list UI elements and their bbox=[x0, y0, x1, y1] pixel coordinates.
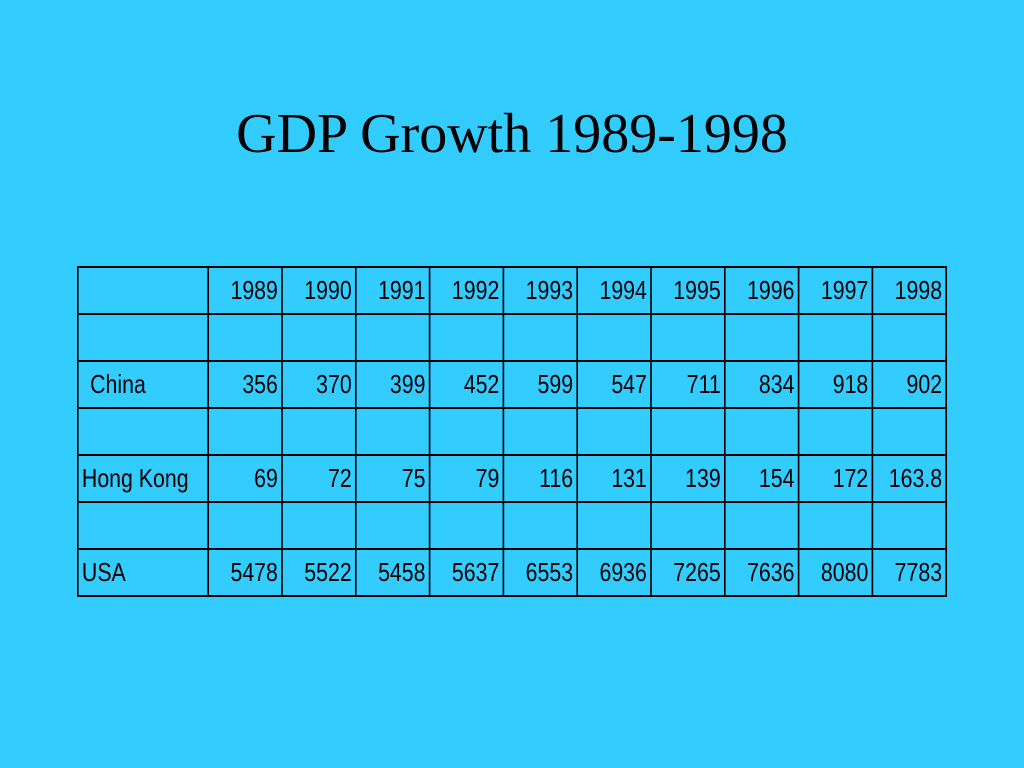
empty-cell bbox=[502, 501, 579, 550]
row-label-china: China bbox=[76, 360, 210, 409]
value-cell: 7265 bbox=[650, 548, 726, 597]
value-cell: 8080 bbox=[797, 548, 874, 597]
value-cell: 5478 bbox=[207, 548, 283, 597]
year-header: 1994 bbox=[576, 266, 652, 315]
value-cell: 172 bbox=[797, 454, 874, 503]
empty-cell bbox=[428, 407, 505, 456]
value-cell: 902 bbox=[871, 360, 948, 409]
empty-cell bbox=[428, 501, 505, 550]
empty-cell bbox=[76, 313, 210, 362]
year-header: 1993 bbox=[502, 266, 579, 315]
empty-cell bbox=[797, 501, 874, 550]
value-cell: 399 bbox=[354, 360, 431, 409]
value-cell: 547 bbox=[576, 360, 652, 409]
header-row: 1989 1990 1991 1992 1993 1994 1995 1996 … bbox=[76, 266, 948, 315]
row-hong-kong: Hong Kong 69 72 75 79 116 131 139 154 17… bbox=[76, 454, 948, 503]
value-cell: 6553 bbox=[502, 548, 579, 597]
value-cell: 7783 bbox=[871, 548, 948, 597]
value-cell: 79 bbox=[428, 454, 505, 503]
spacer-row bbox=[76, 313, 948, 362]
value-cell: 163.8 bbox=[871, 454, 948, 503]
spacer-row bbox=[76, 407, 948, 456]
empty-cell bbox=[871, 313, 948, 362]
year-header: 1995 bbox=[650, 266, 726, 315]
value-cell: 5637 bbox=[428, 548, 505, 597]
empty-cell bbox=[723, 501, 800, 550]
row-usa: USA 5478 5522 5458 5637 6553 6936 7265 7… bbox=[76, 548, 948, 597]
empty-cell bbox=[502, 407, 579, 456]
empty-cell bbox=[207, 313, 283, 362]
value-cell: 7636 bbox=[723, 548, 800, 597]
value-cell: 75 bbox=[354, 454, 431, 503]
year-header: 1992 bbox=[428, 266, 505, 315]
corner-cell bbox=[76, 266, 210, 315]
row-label-usa: USA bbox=[76, 548, 210, 597]
value-cell: 116 bbox=[502, 454, 579, 503]
empty-cell bbox=[797, 407, 874, 456]
value-cell: 154 bbox=[723, 454, 800, 503]
row-china: China 356 370 399 452 599 547 711 834 91… bbox=[76, 360, 948, 409]
empty-cell bbox=[207, 501, 283, 550]
value-cell: 834 bbox=[723, 360, 800, 409]
value-cell: 131 bbox=[576, 454, 652, 503]
year-header: 1996 bbox=[723, 266, 800, 315]
empty-cell bbox=[354, 501, 431, 550]
empty-cell bbox=[871, 501, 948, 550]
empty-cell bbox=[576, 501, 652, 550]
empty-cell bbox=[723, 313, 800, 362]
empty-cell bbox=[650, 313, 726, 362]
spacer-row bbox=[76, 501, 948, 550]
empty-cell bbox=[76, 407, 210, 456]
value-cell: 370 bbox=[281, 360, 357, 409]
empty-cell bbox=[576, 407, 652, 456]
value-cell: 599 bbox=[502, 360, 579, 409]
year-header: 1997 bbox=[797, 266, 874, 315]
value-cell: 711 bbox=[650, 360, 726, 409]
empty-cell bbox=[281, 501, 357, 550]
empty-cell bbox=[76, 501, 210, 550]
empty-cell bbox=[354, 313, 431, 362]
empty-cell bbox=[871, 407, 948, 456]
value-cell: 5522 bbox=[281, 548, 357, 597]
empty-cell bbox=[502, 313, 579, 362]
value-cell: 69 bbox=[207, 454, 283, 503]
gdp-table: 1989 1990 1991 1992 1993 1994 1995 1996 … bbox=[76, 266, 948, 597]
value-cell: 5458 bbox=[354, 548, 431, 597]
empty-cell bbox=[650, 407, 726, 456]
value-cell: 6936 bbox=[576, 548, 652, 597]
value-cell: 139 bbox=[650, 454, 726, 503]
slide-title: GDP Growth 1989-1998 bbox=[236, 103, 788, 165]
value-cell: 72 bbox=[281, 454, 357, 503]
empty-cell bbox=[797, 313, 874, 362]
year-header: 1998 bbox=[871, 266, 948, 315]
empty-cell bbox=[428, 313, 505, 362]
empty-cell bbox=[650, 501, 726, 550]
value-cell: 452 bbox=[428, 360, 505, 409]
year-header: 1989 bbox=[207, 266, 283, 315]
empty-cell bbox=[281, 313, 357, 362]
year-header: 1990 bbox=[281, 266, 357, 315]
value-cell: 918 bbox=[797, 360, 874, 409]
empty-cell bbox=[281, 407, 357, 456]
value-cell: 356 bbox=[207, 360, 283, 409]
empty-cell bbox=[207, 407, 283, 456]
row-label-hong-kong: Hong Kong bbox=[76, 454, 210, 503]
year-header: 1991 bbox=[354, 266, 431, 315]
empty-cell bbox=[354, 407, 431, 456]
empty-cell bbox=[723, 407, 800, 456]
empty-cell bbox=[576, 313, 652, 362]
